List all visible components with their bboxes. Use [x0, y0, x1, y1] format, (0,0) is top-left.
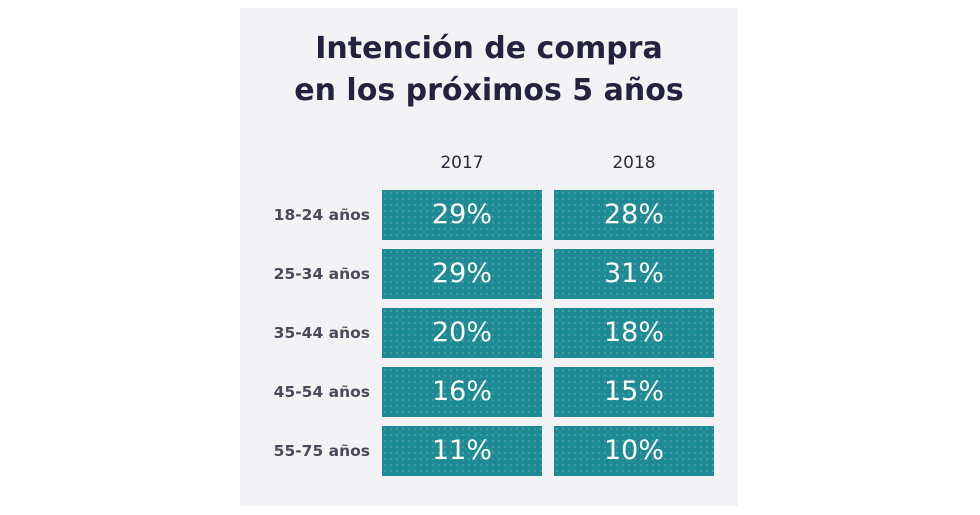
- column-header-2017: 2017: [440, 153, 484, 173]
- column-header-2018: 2018: [612, 153, 656, 173]
- value-cell-55-75-años-2017: 11%: [382, 426, 542, 476]
- row-label-25-34-años: 25-34 años: [273, 265, 370, 283]
- value-cell-35-44-años-2017: 20%: [382, 308, 542, 358]
- chart-title-line-1: Intención de compra: [315, 31, 663, 66]
- value-cell-18-24-años-2018: 28%: [554, 190, 714, 240]
- chart-panel: Intención de compra en los próximos 5 añ…: [240, 8, 738, 506]
- value-cell-18-24-años-2017: 29%: [382, 190, 542, 240]
- value-cell-35-44-años-2018: 18%: [554, 308, 714, 358]
- row-label-35-44-años: 35-44 años: [273, 324, 370, 342]
- value-cell-55-75-años-2018: 10%: [554, 426, 714, 476]
- row-label-18-24-años: 18-24 años: [273, 206, 370, 224]
- row-label-45-54-años: 45-54 años: [273, 383, 370, 401]
- value-cell-45-54-años-2017: 16%: [382, 367, 542, 417]
- chart-title: Intención de compra en los próximos 5 añ…: [240, 28, 738, 112]
- value-cell-25-34-años-2017: 29%: [382, 249, 542, 299]
- chart-title-line-2: en los próximos 5 años: [294, 73, 684, 108]
- value-cell-25-34-años-2018: 31%: [554, 249, 714, 299]
- value-cell-45-54-años-2018: 15%: [554, 367, 714, 417]
- row-label-55-75-años: 55-75 años: [273, 442, 370, 460]
